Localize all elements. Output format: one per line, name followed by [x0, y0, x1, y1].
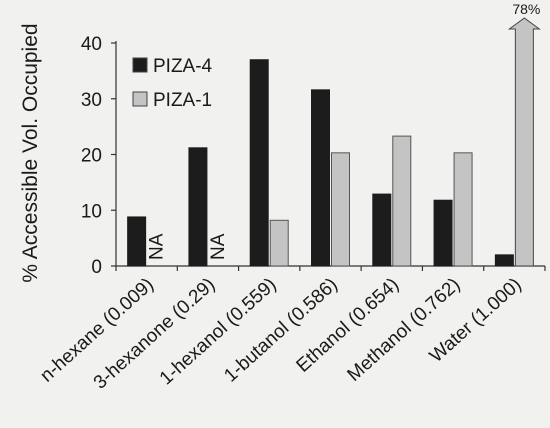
- bars: NA NA 78%: [127, 1, 541, 267]
- bar: [188, 147, 208, 267]
- bar: [269, 219, 289, 267]
- bar: [311, 89, 330, 267]
- bar: [331, 152, 350, 267]
- bar-arrow: [507, 17, 541, 267]
- y-tick-label: 20: [81, 146, 102, 167]
- legend-swatch: [132, 57, 148, 73]
- bar: [392, 135, 412, 267]
- bar: [494, 254, 514, 267]
- x-tick-label: Ethanol (0.654): [293, 274, 404, 377]
- y-tick-label: 40: [81, 34, 102, 55]
- bar: [453, 152, 473, 267]
- bar: [433, 199, 453, 267]
- legend-label: PIZA-4: [153, 56, 213, 77]
- y-tick-label: 10: [81, 201, 102, 222]
- x-tick-labels: n-hexane (0.009)3-hexanone (0.29)1-hexan…: [36, 274, 525, 394]
- bar: [127, 216, 147, 267]
- x-tick-label: 1-hexanol (0.559): [156, 274, 281, 389]
- legend-swatch: [132, 91, 148, 107]
- legend-label: PIZA-1: [153, 90, 212, 111]
- y-tick-label: 30: [81, 90, 102, 111]
- legend: PIZA-4 PIZA-1: [132, 56, 213, 111]
- bar: [249, 59, 269, 267]
- na-label: NA: [147, 233, 168, 260]
- y-axis-title: % Accessible Vol. Occupied: [19, 23, 42, 282]
- na-label: NA: [208, 233, 229, 260]
- annotation-label: 78%: [512, 1, 540, 17]
- x-tick-label: n-hexane (0.009): [36, 274, 158, 386]
- axes: 0 10 20 30 40: [81, 34, 546, 278]
- y-tick-label: 0: [91, 257, 102, 278]
- bar: [372, 193, 392, 267]
- x-tick-label: Methanol (0.762): [344, 274, 465, 386]
- x-tick-label: 1-butanol (0.586): [220, 274, 342, 386]
